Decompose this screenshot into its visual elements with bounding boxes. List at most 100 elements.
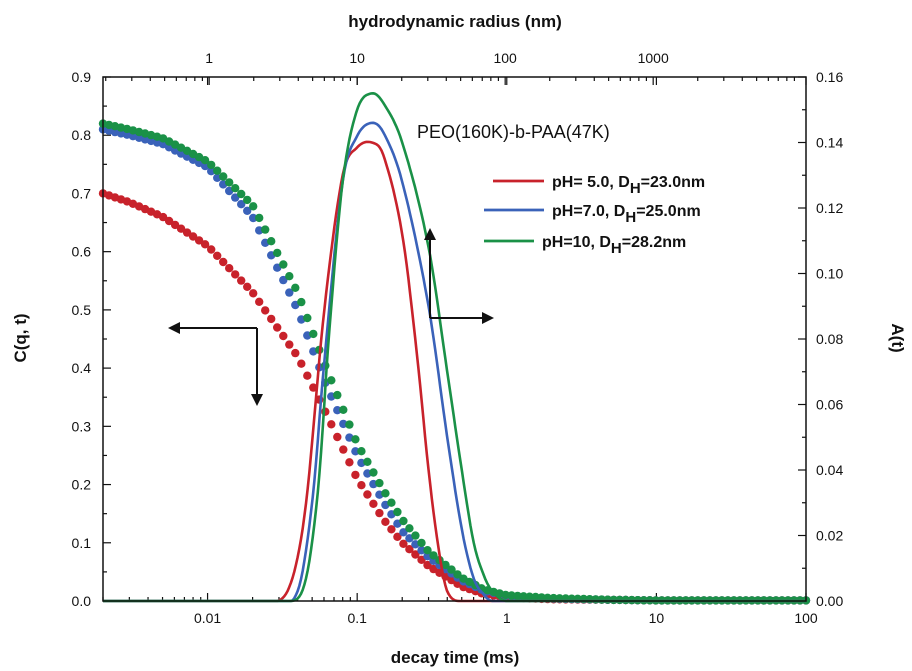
correlation-point — [231, 184, 240, 193]
top-axis-title: hydrodynamic radius (nm) — [348, 12, 561, 31]
x-tick-label: 1 — [503, 610, 511, 626]
correlation-point — [339, 419, 348, 429]
x-tick-label: 0.1 — [347, 610, 367, 626]
left-tick-label: 0.7 — [72, 185, 92, 201]
correlation-point — [200, 156, 210, 165]
top-tick-label: 100 — [493, 50, 517, 66]
up-arrowhead — [424, 228, 436, 240]
correlation-point — [399, 516, 408, 526]
right-tick-label: 0.10 — [816, 266, 843, 282]
correlation-point — [170, 220, 180, 230]
correlation-point — [417, 546, 426, 555]
correlation-point — [387, 525, 396, 534]
correlation-point — [411, 550, 420, 559]
correlation-point — [333, 406, 342, 415]
right-arrowhead — [482, 312, 494, 324]
correlation-point — [194, 236, 204, 245]
top-tick-label: 1000 — [638, 50, 669, 66]
legend-label: pH=7.0, DH=25.0nm — [552, 203, 701, 226]
correlation-point — [423, 560, 432, 570]
legend: pH= 5.0, DH=23.0nm pH=7.0, DH=25.0nm pH=10… — [484, 174, 705, 257]
correlation-point — [182, 228, 192, 237]
correlation-point — [267, 237, 276, 246]
correlation-points — [98, 119, 811, 605]
correlation-point — [429, 551, 438, 560]
right-tick-label: 0.12 — [816, 200, 843, 216]
correlation-point — [339, 445, 348, 454]
legend-label: pH= 5.0, DH=23.0nm — [552, 174, 705, 197]
correlation-point — [261, 225, 270, 234]
correlation-point — [345, 420, 354, 429]
correlation-point — [303, 313, 312, 323]
correlation-point — [237, 189, 246, 199]
correlation-point — [441, 560, 450, 570]
correlation-point — [273, 323, 282, 332]
correlation-point — [273, 248, 282, 258]
correlation-point — [255, 213, 264, 223]
correlation-point — [417, 538, 426, 548]
correlation-point — [357, 447, 366, 456]
correlation-point — [291, 283, 300, 292]
correlation-point — [519, 592, 528, 601]
left-tick-label: 0.0 — [72, 593, 92, 609]
correlation-point — [375, 508, 384, 518]
correlation-point — [213, 251, 222, 260]
correlation-point — [399, 528, 408, 537]
correlation-point — [267, 314, 276, 324]
correlation-point — [333, 390, 342, 400]
correlation-point — [339, 405, 348, 414]
correlation-point — [309, 383, 318, 392]
right-tick-label: 0.08 — [816, 331, 843, 347]
correlation-point — [279, 260, 288, 269]
correlation-point — [255, 297, 264, 306]
correlation-point — [200, 240, 210, 249]
correlation-point — [375, 478, 384, 488]
correlation-point — [381, 489, 390, 498]
correlation-point — [327, 376, 336, 385]
left-tick-label: 0.1 — [72, 535, 92, 551]
correlation-point — [405, 524, 414, 533]
correlation-point — [453, 570, 462, 579]
correlation-point — [405, 545, 414, 554]
correlation-point — [309, 329, 318, 339]
correlation-point — [357, 481, 366, 490]
correlation-point — [429, 564, 438, 574]
correlation-point — [297, 297, 306, 307]
right-tick-label: 0.06 — [816, 397, 843, 413]
correlation-point — [249, 213, 258, 223]
correlation-point — [176, 224, 186, 233]
left-tick-label: 0.9 — [72, 69, 92, 85]
correlation-point — [261, 306, 270, 315]
left-tick-label: 0.6 — [72, 244, 92, 260]
correlation-point — [219, 257, 228, 267]
correlation-point — [243, 282, 252, 291]
correlation-point — [249, 289, 258, 298]
correlation-point — [285, 288, 294, 297]
correlation-point — [291, 348, 300, 358]
down-arrowhead — [251, 394, 263, 406]
plot-border — [102, 76, 807, 602]
left-tick-label: 0.3 — [72, 418, 92, 434]
x-axis-title: decay time (ms) — [391, 648, 520, 667]
correlation-point — [447, 565, 456, 574]
correlation-point — [537, 593, 546, 602]
correlation-point — [188, 232, 198, 241]
correlation-point — [399, 539, 408, 548]
correlation-point — [363, 457, 372, 466]
correlation-point — [158, 212, 168, 222]
correlation-point — [243, 195, 252, 205]
correlation-point — [279, 275, 288, 285]
correlation-point — [393, 507, 402, 517]
right-tick-label: 0.00 — [816, 593, 843, 609]
correlation-point — [225, 264, 234, 273]
correlation-point — [525, 592, 534, 601]
correlation-point — [507, 591, 516, 600]
correlation-point — [351, 470, 360, 480]
correlation-point — [369, 468, 378, 477]
plot-frame — [102, 76, 807, 602]
correlation-point — [297, 359, 306, 368]
correlation-point — [423, 546, 432, 555]
left-axis-title: C(q, t) — [11, 313, 30, 362]
